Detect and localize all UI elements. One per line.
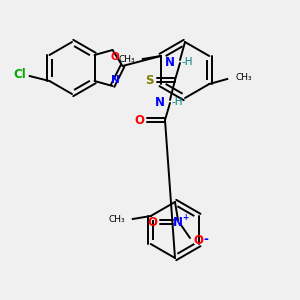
Text: -H: -H	[172, 97, 184, 107]
Text: O: O	[134, 113, 144, 127]
Text: N: N	[165, 56, 175, 68]
Text: O: O	[110, 52, 119, 62]
Text: -H: -H	[182, 57, 194, 67]
Text: N: N	[111, 75, 120, 85]
Text: -: -	[204, 233, 208, 247]
Text: CH₃: CH₃	[108, 215, 125, 224]
Text: O: O	[193, 233, 203, 247]
Text: O: O	[147, 215, 157, 229]
Text: Cl: Cl	[13, 68, 26, 80]
Text: N: N	[173, 215, 183, 229]
Text: CH₃: CH₃	[118, 56, 135, 64]
Text: CH₃: CH₃	[235, 73, 252, 82]
Text: +: +	[182, 212, 188, 221]
Text: N: N	[155, 95, 165, 109]
Text: S: S	[145, 74, 153, 86]
